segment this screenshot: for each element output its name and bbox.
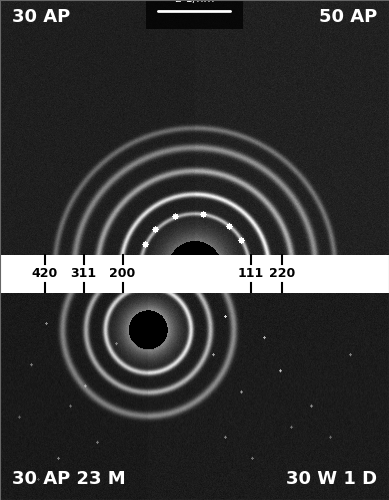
Text: 111: 111 xyxy=(238,267,264,280)
Text: 220: 220 xyxy=(269,267,295,280)
Text: 30 AP: 30 AP xyxy=(12,8,70,26)
Text: 2 1/nm: 2 1/nm xyxy=(175,0,214,4)
Text: 420: 420 xyxy=(32,267,58,280)
Text: 311: 311 xyxy=(70,267,97,280)
FancyBboxPatch shape xyxy=(146,0,243,30)
Text: 30 AP 23 M: 30 AP 23 M xyxy=(12,470,125,488)
Text: 50 AP: 50 AP xyxy=(319,8,377,26)
Text: 200: 200 xyxy=(109,267,136,280)
Text: 30 W 1 D: 30 W 1 D xyxy=(286,470,377,488)
